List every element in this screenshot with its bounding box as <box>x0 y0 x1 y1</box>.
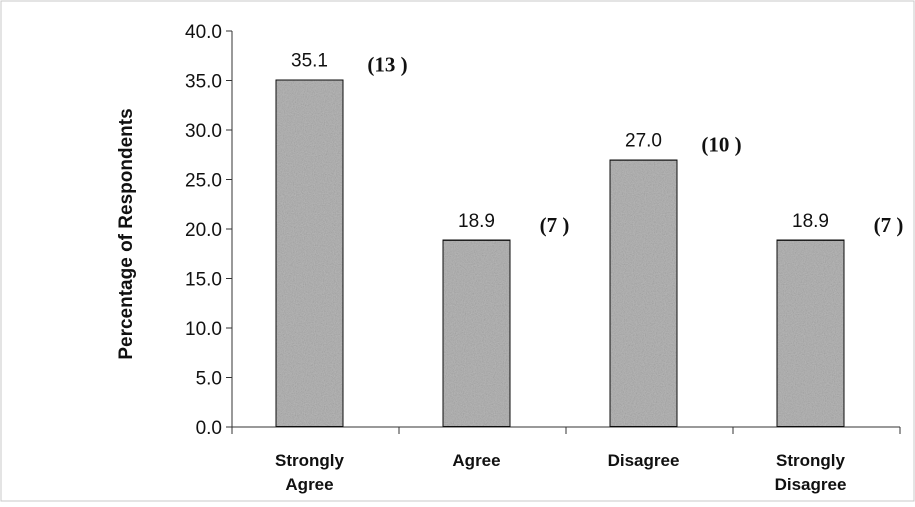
y-tick-label: 10.0 <box>185 319 222 340</box>
bar-value-label: 27.0 <box>625 131 662 152</box>
y-tick-label: 20.0 <box>185 220 222 241</box>
x-category-label: Strongly <box>275 451 344 470</box>
bar <box>441 238 512 428</box>
bar-value-label: 18.9 <box>458 211 495 232</box>
bar-count-label: (10 ) <box>701 133 741 157</box>
x-category-label: Agree <box>285 475 333 494</box>
x-category-label: Agree <box>452 451 500 470</box>
data-labels: 35.1 (13 ) 18.9 (7 ) 27.0 (10 ) 18.9 (7 ) <box>291 51 903 237</box>
bar-count-label: (13 ) <box>367 53 407 77</box>
y-tick-label: 5.0 <box>196 369 222 390</box>
x-category-label: Strongly <box>776 451 845 470</box>
y-axis: 0.0 5.0 10.0 15.0 20.0 25.0 30.0 35.0 40.0 <box>185 22 233 439</box>
y-tick-label: 15.0 <box>185 270 222 291</box>
x-category-label: Disagree <box>608 451 680 470</box>
y-tick-label: 0.0 <box>196 418 222 439</box>
bar-count-label: (7 ) <box>540 213 570 237</box>
bar-value-label: 18.9 <box>792 211 829 232</box>
y-axis-title: Percentage of Respondents <box>116 108 137 359</box>
bars <box>274 78 846 428</box>
y-tick-label: 30.0 <box>185 121 222 142</box>
bar <box>274 78 345 428</box>
bar <box>775 238 846 428</box>
x-axis: Strongly Agree Agree Disagree Strongly Disagr… <box>231 426 901 494</box>
bar-count-label: (7 ) <box>874 213 904 237</box>
y-tick-label: 25.0 <box>185 171 222 192</box>
y-tick-label: 35.0 <box>185 72 222 93</box>
bar <box>608 158 679 428</box>
bar-value-label: 35.1 <box>291 51 328 72</box>
y-tick-label: 40.0 <box>185 22 222 43</box>
x-category-label: Disagree <box>775 475 847 494</box>
